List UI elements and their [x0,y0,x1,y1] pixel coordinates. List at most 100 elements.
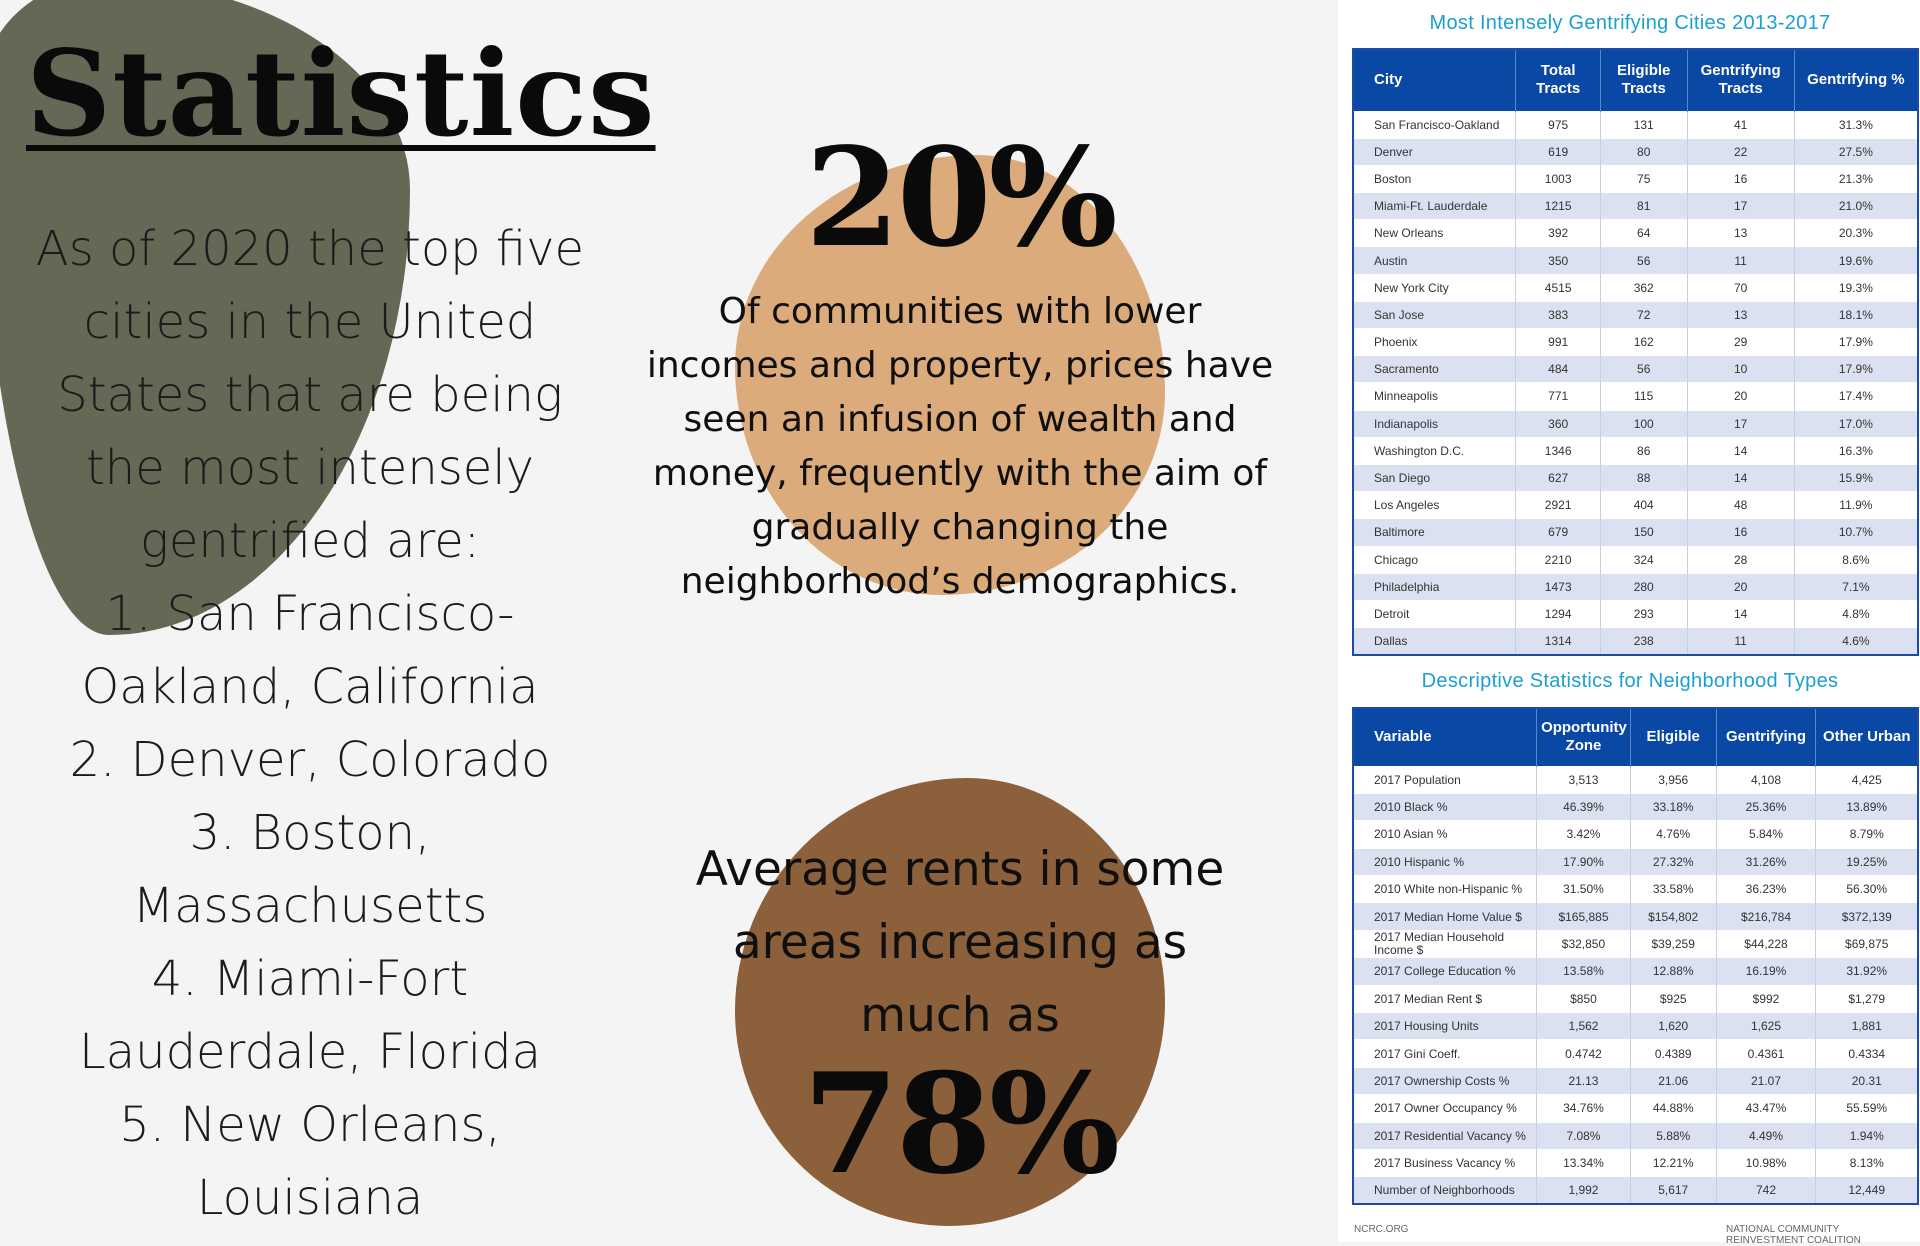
table-cell: 2010 White non-Hispanic % [1353,875,1538,903]
table-row: 2010 Asian % 3.42% 4.76% 5.84% 8.79% [1353,820,1919,849]
table-cell: 18.1% [1794,300,1919,329]
table-cell: 11 [1687,627,1795,655]
intro-line: cities in the United [83,294,537,350]
table-cell: 12,449 [1815,1176,1919,1205]
table-cell: 31.50% [1536,875,1631,903]
table-cell: Boston [1353,164,1517,193]
table-cell: 12.88% [1630,957,1717,986]
table-cell: 627 [1515,463,1601,492]
table-row: Los Angeles 2921 404 48 11.9% [1353,491,1919,519]
stat-78-description-line: areas increasing as [732,915,1188,970]
gentrifying-cities-table: City Total Tracts Eligible Tracts Gentrifyi… [1352,48,1919,656]
table-cell: 13.89% [1815,792,1919,821]
tan-blob-shape [735,155,1165,595]
table-cell: 975 [1515,110,1601,139]
table-cell: 17.4% [1794,382,1919,411]
table-cell: 19.25% [1815,847,1919,876]
table-row: 2017 Gini Coeff. 0.4742 0.4389 0.4361 0.4334 [1353,1039,1919,1068]
intro-line: gentrified are: [140,513,480,569]
table-cell: $1,279 [1815,984,1919,1013]
stat-20-description-line: gradually changing the [751,507,1169,548]
column-header: Gentrifying Tracts [1687,49,1795,111]
table-cell: 27.5% [1794,137,1919,166]
table-cell: 5.84% [1716,820,1817,849]
table-cell: 46.39% [1536,792,1631,821]
footer-source: NCRC.ORG [1354,1224,1409,1235]
table-cell: 1,881 [1815,1012,1919,1040]
table-cell: 280 [1600,572,1688,601]
table-cell: 991 [1515,327,1601,356]
table-cell: 2017 Population [1353,765,1538,794]
table-row: 2017 Median Rent $ $850 $925 $992 $1,279 [1353,984,1919,1013]
table1-title: Most Intensely Gentrifying Cities 2013-2… [1429,12,1831,34]
table-cell: 2010 Hispanic % [1353,847,1538,876]
table-cell: 0.4361 [1716,1039,1817,1068]
table-row: 2010 White non-Hispanic % 31.50% 33.58% 36.… [1353,875,1919,903]
table-cell: 21.07 [1716,1066,1817,1095]
table-cell: Baltimore [1353,518,1517,546]
table-cell: 72 [1600,300,1688,329]
table-cell: Number of Neighborhoods [1353,1176,1538,1205]
table-cell: 27.32% [1630,847,1717,876]
intro-line: Lauderdale, Florida [79,1024,541,1080]
table-row: Indianapolis 360 100 17 17.0% [1353,409,1919,438]
table-cell: 13 [1687,300,1795,329]
table-row: Miami-Ft. Lauderdale 1215 81 17 21.0% [1353,192,1919,220]
table-cell: 4,108 [1716,765,1817,794]
column-header: Eligible [1630,708,1717,766]
table-cell: 383 [1515,300,1601,329]
table-cell: Philadelphia [1353,572,1517,601]
table-cell: 2017 Median Rent $ [1353,984,1538,1013]
table-row: Sacramento 484 56 10 17.9% [1353,355,1919,383]
table-cell: Phoenix [1353,327,1517,356]
table-cell: 1.94% [1815,1121,1919,1150]
table-cell: 1473 [1515,572,1601,601]
footer-org: NATIONAL COMMUNITY REINVESTMENT COALITIO… [1726,1224,1861,1246]
stat-20-description: Of communities with lower incomes and pro… [630,285,1290,609]
table-row: 2010 Hispanic % 17.90% 27.32% 31.26% 19.25% [1353,847,1919,876]
table-cell: 2017 Ownership Costs % [1353,1066,1538,1095]
intro-text: As of 2020 the top five cities in the Uni… [10,213,610,1235]
table-cell: 131 [1600,110,1688,139]
table-cell: 17 [1687,192,1795,220]
table-cell: 11 [1687,246,1795,275]
table-cell: 1003 [1515,164,1601,193]
table-cell: Denver [1353,137,1517,166]
table-cell: 14 [1687,599,1795,628]
table-cell: $44,228 [1716,929,1817,958]
table-cell: 36.23% [1716,875,1817,903]
intro-line: the most intensely [85,440,535,496]
table-cell: $925 [1630,984,1717,1013]
table-cell: 31.92% [1815,957,1919,986]
table-cell: $850 [1536,984,1631,1013]
intro-line: 3. Boston, [189,805,431,861]
intro-line: As of 2020 the top five [35,221,585,277]
table-row: Phoenix 991 162 29 17.9% [1353,327,1919,356]
table-cell: 10 [1687,355,1795,383]
table-cell: 15.9% [1794,463,1919,492]
table-cell: $32,850 [1536,929,1631,958]
table-row: Chicago 2210 324 28 8.6% [1353,545,1919,574]
table-cell: San Diego [1353,463,1517,492]
table-cell: 22 [1687,137,1795,166]
table-cell: 34.76% [1536,1094,1631,1123]
table-row: 2017 Business Vacancy % 13.34% 12.21% 10.98… [1353,1148,1919,1177]
table-cell: 1,625 [1716,1012,1817,1040]
table-cell: 56 [1600,246,1688,275]
table-cell: $154,802 [1630,902,1717,931]
table-cell: 48 [1687,491,1795,519]
table-cell: 25.36% [1716,792,1817,821]
table2-title: Descriptive Statistics for Neighborhood … [1421,670,1839,692]
table-cell: 4,425 [1815,765,1919,794]
table-cell: 2017 Gini Coeff. [1353,1039,1538,1068]
stat-20-description-line: incomes and property, prices have [646,345,1274,386]
table-cell: 88 [1600,463,1688,492]
table-cell: 17 [1687,409,1795,438]
table-cell: 20 [1687,382,1795,411]
table-cell: 8.13% [1815,1148,1919,1177]
table-cell: 31.26% [1716,847,1817,876]
table-cell: 3,956 [1630,765,1717,794]
table-cell: 2017 College Education % [1353,957,1538,986]
table-cell: 4.6% [1794,627,1919,655]
table-cell: 16 [1687,518,1795,546]
